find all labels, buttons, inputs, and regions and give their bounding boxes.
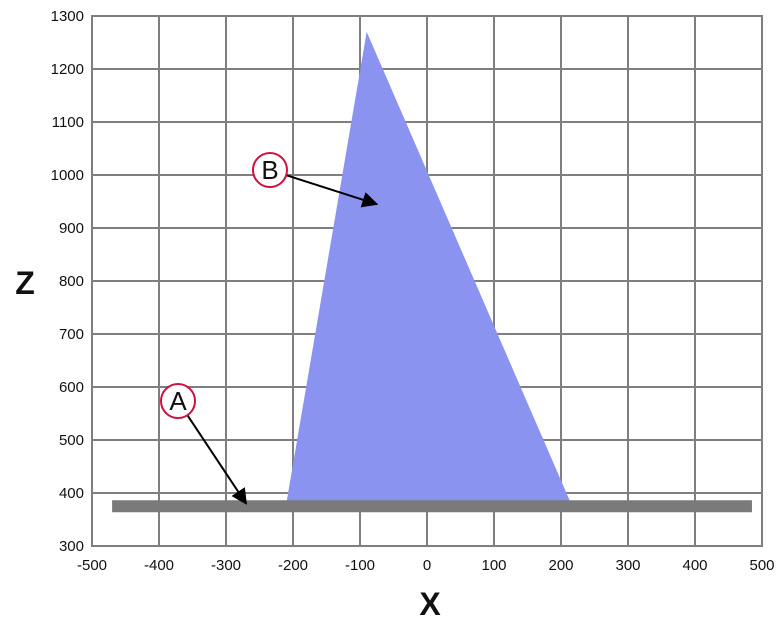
z-tick-label: 700 xyxy=(59,326,84,343)
z-tick-label: 500 xyxy=(59,432,84,449)
tick-labels: -500 -400 -300 -200 -100 0 100 200 300 400 500 300 4… xyxy=(51,8,775,574)
callout-circle-b xyxy=(252,152,288,188)
x-tick-label: 0 xyxy=(423,557,431,574)
callout-label-a: A xyxy=(169,386,187,416)
z-tick-label: 1300 xyxy=(51,8,84,25)
z-tick-label: 1200 xyxy=(51,61,84,78)
x-tick-label: 300 xyxy=(615,557,640,574)
callout-circle-a xyxy=(160,383,196,419)
callouts: BA xyxy=(160,152,379,505)
x-tick-label: -100 xyxy=(345,557,375,574)
x-tick-label: -300 xyxy=(211,557,241,574)
x-tick-label: -200 xyxy=(278,557,308,574)
x-tick-label: 100 xyxy=(481,557,506,574)
z-tick-label: 600 xyxy=(59,379,84,396)
x-tick-label: -400 xyxy=(144,557,174,574)
x-tick-label: 400 xyxy=(682,557,707,574)
x-tick-label: 500 xyxy=(749,557,774,574)
z-tick-label: 900 xyxy=(59,220,84,237)
triangle-region-b xyxy=(286,31,572,504)
bar-region-a xyxy=(112,500,752,513)
callout-arrow-a xyxy=(186,414,247,505)
plot-frame xyxy=(91,15,763,547)
z-tick-label: 400 xyxy=(59,485,84,502)
z-tick-label: 1100 xyxy=(52,114,84,131)
x-tick-label: -500 xyxy=(77,557,107,574)
z-tick-label: 800 xyxy=(59,273,84,290)
callout-label-b: B xyxy=(261,155,278,185)
callout-arrow-b xyxy=(285,174,379,208)
z-tick-label: 300 xyxy=(59,538,84,555)
y-axis-title: Z xyxy=(15,265,35,301)
x-tick-label: 200 xyxy=(548,557,573,574)
x-axis-title: X xyxy=(419,586,441,622)
shapes xyxy=(112,31,752,513)
z-tick-label: 1000 xyxy=(51,167,84,184)
